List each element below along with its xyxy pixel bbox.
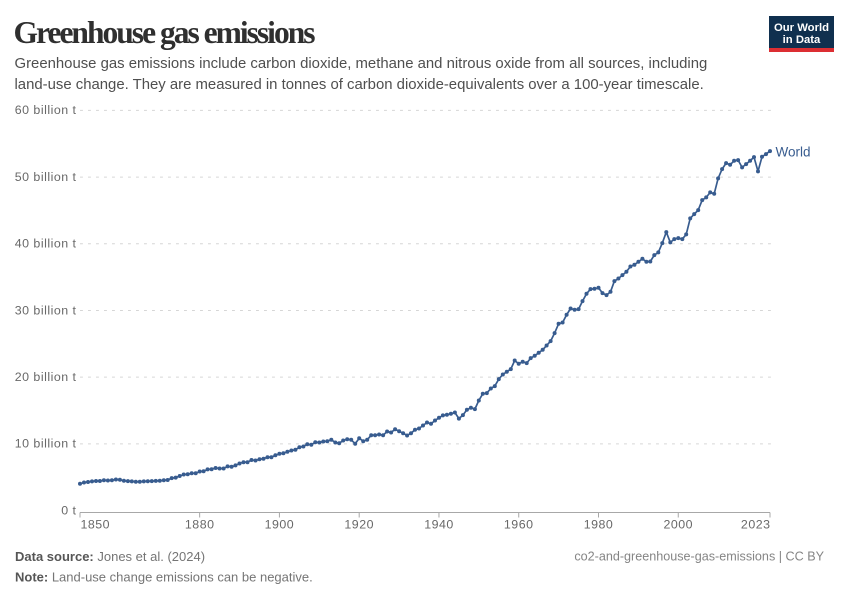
svg-text:1940: 1940 [424,518,454,532]
svg-text:co2-and-greenhouse-gas-emissio: co2-and-greenhouse-gas-emissions | CC BY [574,550,824,564]
svg-text:1900: 1900 [265,518,295,532]
svg-text:1850: 1850 [81,518,111,532]
svg-text:in Data: in Data [783,34,821,46]
svg-text:Greenhouse gas emissions inclu: Greenhouse gas emissions include carbon … [15,56,708,72]
svg-text:Data source: Jones et al. (202: Data source: Jones et al. (2024) [15,549,205,564]
svg-text:1980: 1980 [584,518,614,532]
svg-text:2023: 2023 [741,518,771,532]
svg-text:1880: 1880 [185,518,215,532]
svg-text:Greenhouse gas emissions: Greenhouse gas emissions [14,15,316,50]
svg-text:Note: Land-use change emission: Note: Land-use change emissions can be n… [15,570,313,585]
svg-text:1960: 1960 [504,518,534,532]
svg-text:30 billion t: 30 billion t [15,303,77,317]
svg-text:1920: 1920 [344,518,374,532]
svg-text:Our World: Our World [774,22,829,34]
svg-text:World: World [776,145,811,160]
svg-text:50 billion t: 50 billion t [15,170,77,184]
svg-text:60 billion t: 60 billion t [15,103,77,117]
svg-text:0 t: 0 t [61,503,76,517]
svg-text:10 billion t: 10 billion t [15,437,77,451]
svg-text:land-use change. They are meas: land-use change. They are measured in to… [15,77,704,93]
svg-text:20 billion t: 20 billion t [15,370,77,384]
svg-text:2000: 2000 [664,518,694,532]
svg-text:40 billion t: 40 billion t [15,237,77,251]
